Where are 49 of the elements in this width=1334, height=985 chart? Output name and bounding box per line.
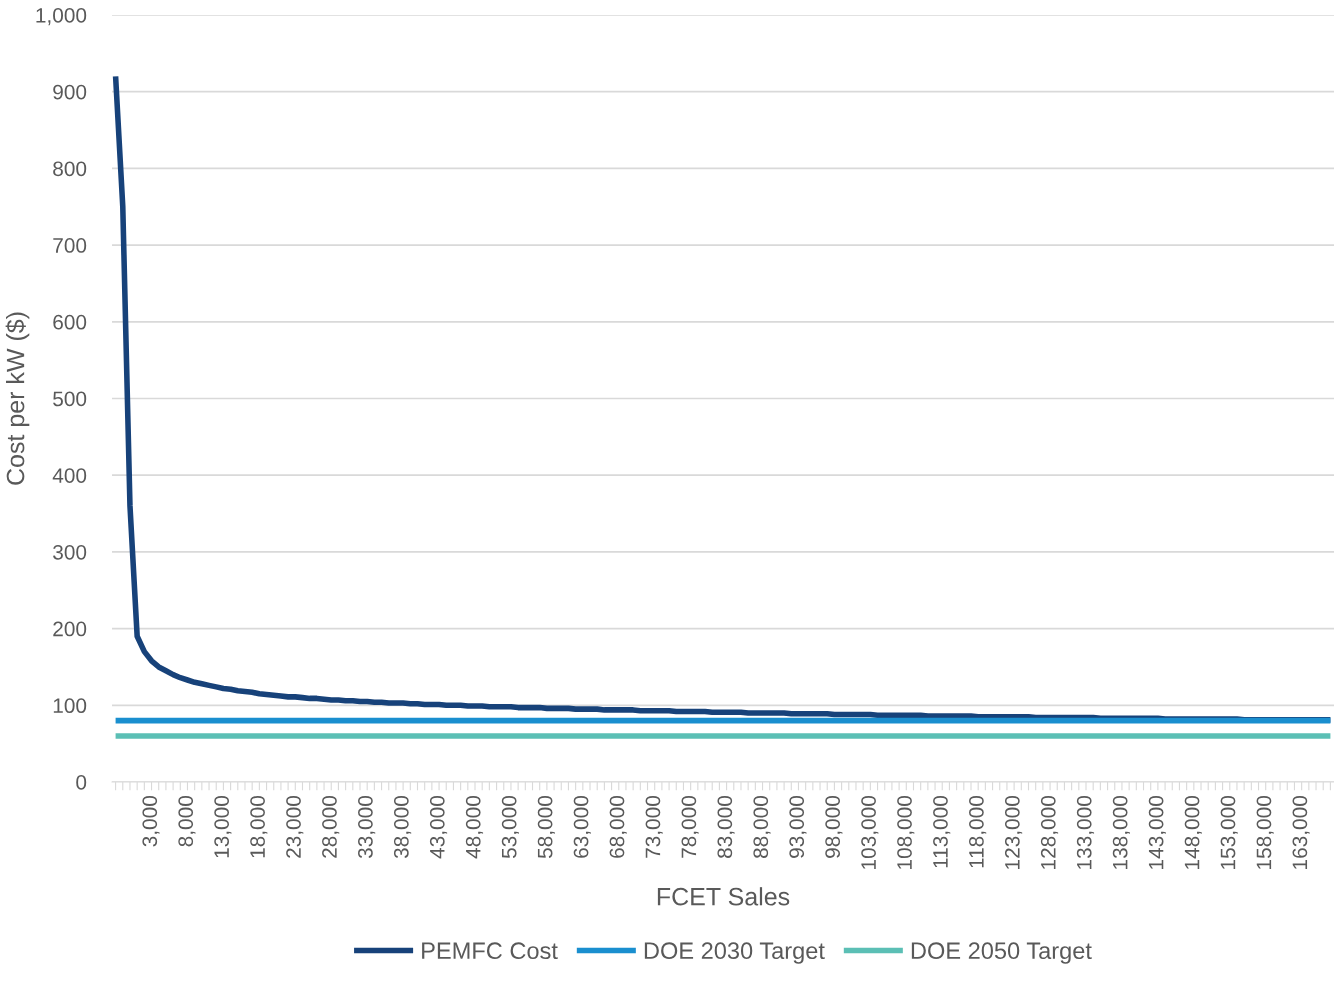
x-tick-label: 78,000 (681, 796, 699, 858)
y-axis-title: Cost per kW ($) (5, 312, 30, 485)
x-tick-label: 18,000 (250, 796, 268, 858)
y-tick-label: 700 (53, 238, 87, 253)
y-tick-label: 400 (52, 468, 87, 483)
x-tick-label: 83,000 (717, 796, 735, 858)
y-tick-label: 900 (53, 84, 87, 100)
x-tick-label: 58,000 (537, 796, 555, 859)
y-tick-label: 800 (53, 161, 87, 177)
x-tick-label: 118,000 (969, 796, 987, 868)
x-tick-label: 8,000 (178, 796, 196, 847)
x-tick-label: 88,000 (753, 796, 771, 858)
y-tick-label: 0 (76, 775, 87, 790)
legend-label: PEMFC Cost (422, 942, 558, 960)
y-tick-label: 600 (53, 314, 87, 330)
legend-label: DOE 2050 Target (911, 942, 1092, 964)
x-tick-label: 108,000 (897, 796, 915, 869)
x-tick-label: 3,000 (142, 796, 160, 847)
y-tick-label: 300 (53, 544, 87, 560)
x-tick-label: 38,000 (393, 796, 412, 859)
y-tick-label: 100 (53, 698, 87, 714)
legend-label: DOE 2030 Target (644, 942, 825, 964)
x-tick-label: 93,000 (789, 796, 807, 858)
y-tick-label: 1,000 (36, 8, 87, 26)
x-tick-label: 73,000 (645, 796, 663, 858)
x-tick-label: 138,000 (1112, 796, 1130, 869)
x-tick-label: 48,000 (465, 796, 484, 859)
x-tick-label: 163,000 (1292, 796, 1310, 869)
x-tick-label: 33,000 (358, 796, 376, 859)
x-tick-label: 123,000 (1004, 796, 1023, 869)
x-tick-label: 158,000 (1256, 796, 1274, 869)
x-tick-label: 133,000 (1076, 796, 1095, 869)
x-tick-label: 43,000 (429, 796, 448, 859)
x-tick-label: 148,000 (1184, 796, 1202, 869)
x-tick-label: 13,000 (214, 796, 232, 858)
x-tick-label: 153,000 (1220, 796, 1238, 869)
x-tick-label: 53,000 (501, 796, 519, 859)
x-tick-label: 63,000 (573, 796, 591, 858)
x-tick-label: 23,000 (286, 796, 304, 858)
x-tick-label: 68,000 (609, 796, 627, 858)
x-tick-label: 103,000 (861, 796, 879, 869)
y-tick-label: 500 (53, 391, 87, 407)
x-axis-title: FCET Sales (657, 887, 790, 906)
y-tick-label: 200 (53, 621, 87, 637)
x-tick-label: 98,000 (825, 796, 843, 858)
x-tick-label: 128,000 (1040, 796, 1059, 869)
x-tick-label: 113,000 (933, 796, 951, 868)
x-tick-label: 143,000 (1148, 796, 1166, 869)
x-tick-label: 28,000 (322, 796, 340, 858)
